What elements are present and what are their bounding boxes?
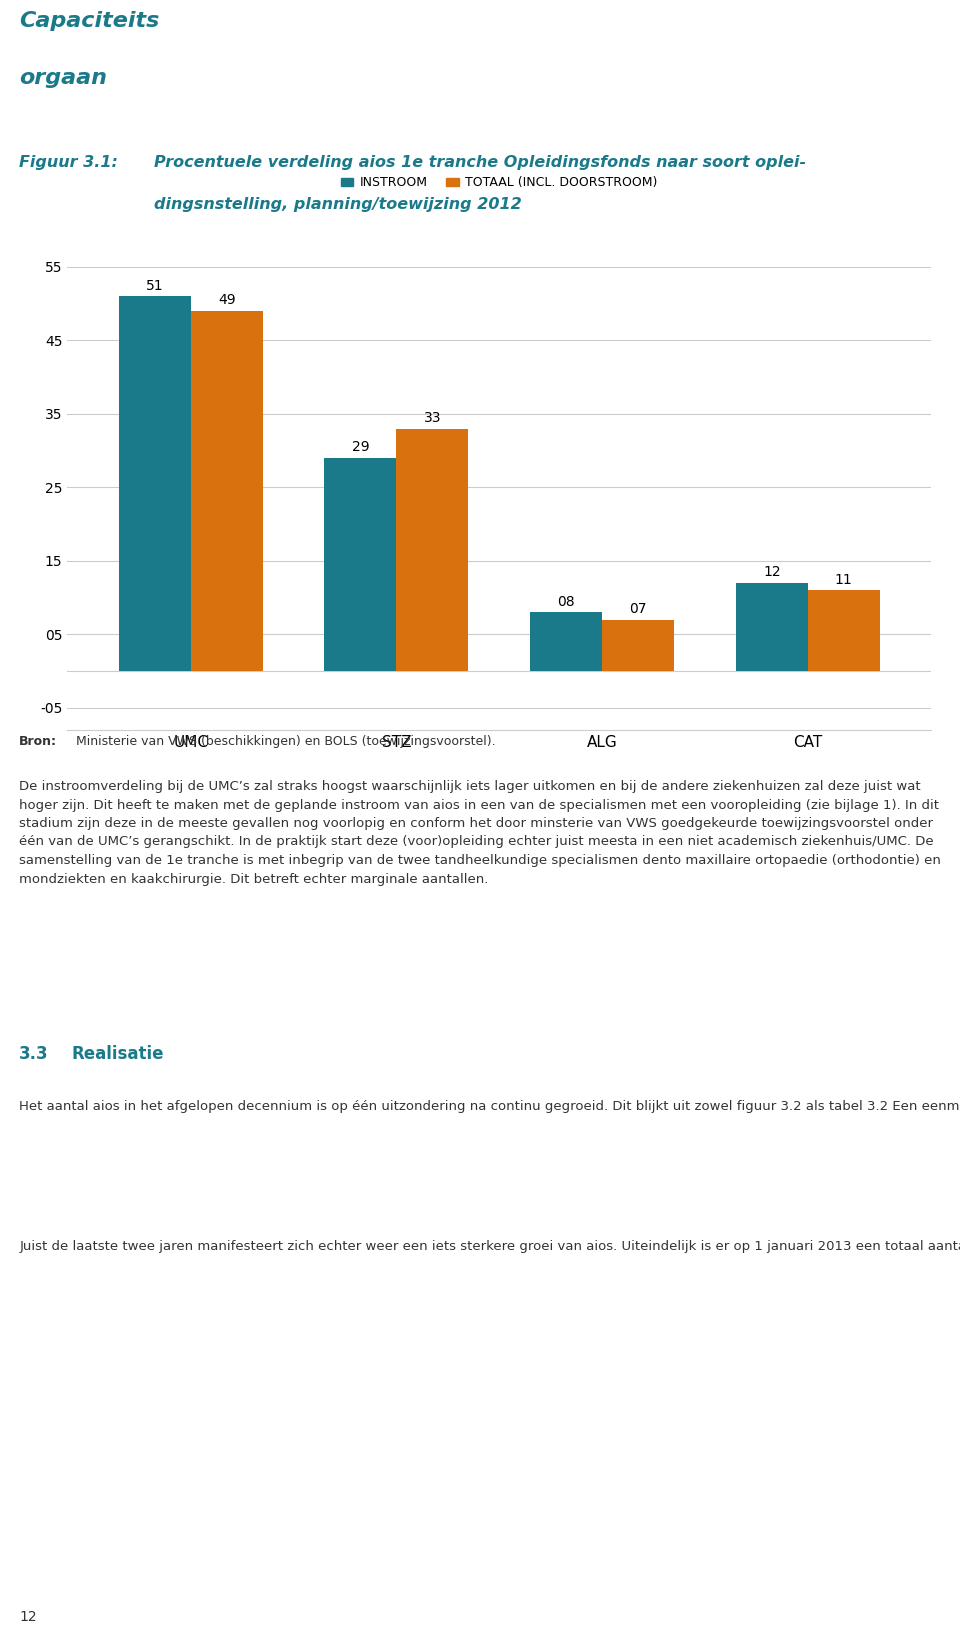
Text: 11: 11 [835,573,852,586]
Bar [602,619,674,672]
Text: 29: 29 [351,439,370,454]
Bar [396,428,468,672]
Text: Procentuele verdeling aios 1e tranche Opleidingsfonds naar soort oplei-: Procentuele verdeling aios 1e tranche Op… [155,155,806,170]
Text: De instroomverdeling bij de UMC’s zal straks hoogst waarschijnlijk iets lager ui: De instroomverdeling bij de UMC’s zal st… [19,780,941,886]
Text: 12: 12 [763,565,780,579]
Bar [807,591,879,672]
Bar [735,583,807,672]
Text: Ministerie van VWS (beschikkingen) en BOLS (toewijzingsvoorstel).: Ministerie van VWS (beschikkingen) en BO… [76,736,495,747]
Text: Figuur 3.1:: Figuur 3.1: [19,155,118,170]
Bar [119,296,191,672]
Bar [191,311,263,672]
Text: Capaciteits: Capaciteits [19,12,159,31]
Legend: INSTROOM, TOTAAL (INCL. DOORSTROOM): INSTROOM, TOTAAL (INCL. DOORSTROOM) [336,171,662,194]
Text: 49: 49 [218,293,235,308]
Text: dingsnstelling, planning/toewijzing 2012: dingsnstelling, planning/toewijzing 2012 [155,196,522,212]
Text: Juist de laatste twee jaren manifesteert zich echter weer een iets sterkere groe: Juist de laatste twee jaren manifesteert… [19,1239,960,1253]
Text: 51: 51 [146,278,163,293]
Text: Bron:: Bron: [19,736,58,747]
Text: Het aantal aios in het afgelopen decennium is op één uitzondering na continu geg: Het aantal aios in het afgelopen decenni… [19,1100,960,1113]
Text: 12: 12 [19,1610,36,1625]
Text: 08: 08 [557,594,575,609]
Bar [324,458,396,672]
Text: Realisatie: Realisatie [71,1045,164,1063]
Bar [530,612,602,672]
Text: orgaan: orgaan [19,67,108,87]
Text: 33: 33 [423,412,441,425]
Text: 07: 07 [630,602,647,616]
Text: 3.3: 3.3 [19,1045,49,1063]
